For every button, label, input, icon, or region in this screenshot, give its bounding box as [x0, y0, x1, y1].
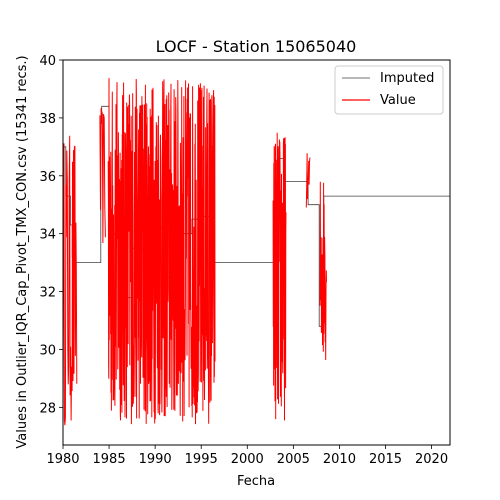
- x-tick-label: 1990: [139, 452, 172, 467]
- x-tick-label: 1980: [46, 452, 79, 467]
- y-tick-label: 38: [39, 112, 56, 127]
- x-axis-label: Fecha: [237, 474, 275, 489]
- y-tick-label: 30: [39, 343, 56, 358]
- chart-title: LOCF - Station 15065040: [156, 37, 357, 56]
- x-tick-label: 2000: [231, 452, 264, 467]
- x-tick-label: 2005: [277, 452, 310, 467]
- y-tick-label: 34: [39, 228, 56, 243]
- x-tick-label: 1985: [93, 452, 126, 467]
- legend: Imputed Value: [335, 66, 443, 114]
- legend-imputed-label: Imputed: [380, 71, 434, 86]
- x-tick-label: 1995: [185, 452, 218, 467]
- y-tick-label: 28: [39, 401, 56, 416]
- y-axis-label: Values in Outlier_IQR_Cap_Pivot_TMX_CON.…: [15, 55, 30, 448]
- legend-value-label: Value: [380, 93, 416, 108]
- y-tick-label: 32: [39, 286, 56, 301]
- x-tick-label: 2015: [369, 452, 402, 467]
- x-tick-label: 2010: [323, 452, 356, 467]
- y-tick-label: 36: [39, 170, 56, 185]
- y-tick-label: 40: [39, 54, 56, 69]
- x-tick-label: 2020: [415, 452, 448, 467]
